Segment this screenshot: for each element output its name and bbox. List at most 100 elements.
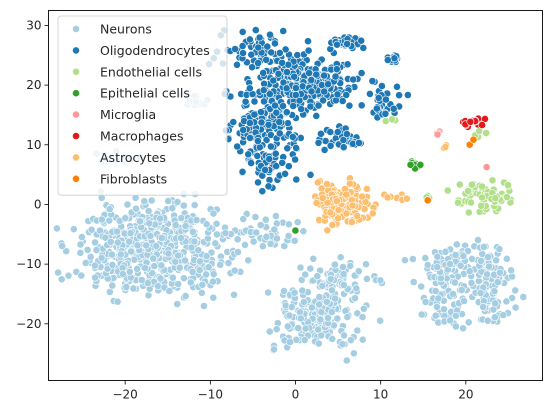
data-point bbox=[264, 288, 272, 297]
data-point bbox=[454, 198, 462, 207]
data-point bbox=[318, 194, 327, 202]
data-point bbox=[332, 197, 341, 205]
data-point bbox=[358, 313, 367, 321]
data-point bbox=[175, 263, 184, 272]
data-point bbox=[345, 101, 354, 110]
data-point bbox=[229, 118, 238, 126]
data-point bbox=[231, 45, 239, 53]
legend-marker bbox=[72, 153, 80, 162]
data-point bbox=[343, 313, 352, 321]
data-point bbox=[326, 141, 335, 150]
data-point bbox=[156, 274, 165, 283]
data-point bbox=[233, 60, 241, 69]
data-point bbox=[312, 112, 321, 120]
data-point bbox=[284, 162, 293, 171]
legend-label: Endothelial cells bbox=[100, 64, 202, 79]
data-point bbox=[144, 291, 153, 300]
series-epithelial-cells bbox=[291, 157, 425, 235]
data-point bbox=[342, 130, 351, 138]
data-point bbox=[479, 242, 488, 251]
data-point bbox=[306, 102, 315, 111]
data-point bbox=[478, 193, 486, 202]
data-point bbox=[150, 262, 159, 270]
data-point bbox=[333, 127, 342, 136]
data-point bbox=[76, 240, 85, 249]
data-point bbox=[284, 220, 293, 229]
data-point bbox=[353, 326, 362, 335]
data-point bbox=[342, 91, 351, 99]
data-point bbox=[306, 170, 315, 179]
data-point bbox=[91, 273, 99, 282]
data-point bbox=[339, 136, 348, 144]
data-point bbox=[490, 287, 499, 296]
data-point bbox=[338, 340, 347, 349]
data-point bbox=[495, 245, 504, 253]
data-point bbox=[270, 345, 278, 354]
legend-label: Epithelial cells bbox=[100, 86, 190, 101]
data-point bbox=[261, 165, 269, 174]
data-point bbox=[69, 225, 78, 234]
data-point bbox=[204, 263, 213, 272]
data-point bbox=[416, 160, 425, 169]
data-point bbox=[279, 27, 288, 35]
data-point bbox=[146, 232, 155, 240]
data-point bbox=[493, 278, 502, 287]
data-point bbox=[53, 224, 61, 233]
data-point bbox=[108, 281, 117, 290]
y-tick-label: 30 bbox=[26, 18, 41, 32]
data-point bbox=[307, 303, 316, 312]
legend-marker bbox=[72, 174, 80, 183]
data-point bbox=[157, 234, 166, 242]
data-point bbox=[441, 143, 450, 151]
data-point bbox=[466, 117, 475, 126]
data-point bbox=[233, 235, 242, 244]
data-point bbox=[173, 197, 182, 206]
data-point bbox=[314, 101, 323, 110]
data-point bbox=[393, 82, 401, 91]
data-point bbox=[376, 276, 385, 285]
data-point bbox=[126, 229, 135, 238]
data-point bbox=[331, 294, 339, 303]
data-point bbox=[327, 308, 336, 316]
data-point bbox=[266, 30, 274, 39]
data-point bbox=[179, 274, 188, 283]
data-point bbox=[83, 245, 92, 254]
data-point bbox=[123, 200, 132, 209]
data-point bbox=[211, 239, 220, 248]
data-point bbox=[455, 180, 464, 189]
data-point bbox=[283, 68, 291, 76]
data-point bbox=[467, 198, 475, 207]
legend-marker bbox=[72, 46, 80, 55]
data-point bbox=[342, 190, 351, 199]
data-point bbox=[125, 267, 134, 276]
x-tick-label: 0 bbox=[292, 388, 300, 402]
data-point bbox=[113, 227, 121, 236]
data-point bbox=[261, 215, 270, 224]
data-point bbox=[230, 290, 238, 299]
data-point bbox=[331, 72, 340, 81]
data-point bbox=[212, 219, 221, 228]
data-point bbox=[192, 216, 201, 224]
data-point bbox=[431, 287, 440, 295]
data-point bbox=[358, 192, 366, 201]
data-point bbox=[258, 242, 267, 251]
legend-label: Fibroblasts bbox=[100, 171, 167, 186]
data-point bbox=[202, 220, 211, 229]
data-point bbox=[423, 196, 432, 205]
y-tick-label: 20 bbox=[26, 78, 41, 92]
data-point bbox=[275, 118, 284, 126]
data-point bbox=[334, 206, 343, 214]
data-point bbox=[485, 262, 493, 271]
data-point bbox=[137, 276, 146, 284]
data-point bbox=[333, 314, 342, 323]
data-point bbox=[403, 91, 412, 99]
data-point bbox=[353, 309, 362, 318]
data-point bbox=[54, 268, 62, 277]
data-point bbox=[283, 144, 292, 153]
data-point bbox=[188, 267, 197, 276]
data-point bbox=[154, 282, 162, 291]
data-point bbox=[125, 237, 134, 246]
data-point bbox=[467, 180, 476, 189]
data-point bbox=[431, 311, 440, 320]
data-point bbox=[406, 160, 415, 169]
